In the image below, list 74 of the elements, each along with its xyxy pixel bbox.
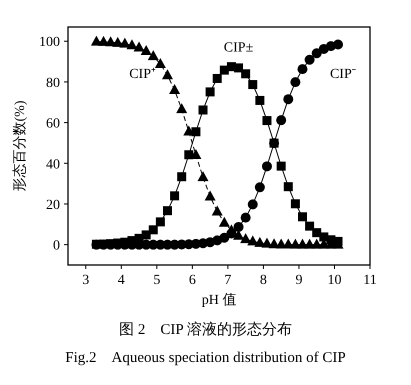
point — [276, 162, 286, 171]
y-tick-label: 80 — [46, 76, 60, 91]
point — [134, 42, 145, 52]
x-axis-title: pH 值 — [202, 292, 236, 308]
series-label: CIP± — [224, 40, 254, 56]
point — [212, 74, 222, 83]
point — [234, 222, 244, 232]
text: 图 2 CIP 溶液的形态分布 — [119, 321, 292, 338]
point — [140, 45, 152, 56]
point — [240, 212, 251, 223]
x-tick-label: 7 — [224, 273, 232, 288]
point — [119, 38, 130, 48]
point — [176, 103, 188, 114]
point — [283, 94, 294, 104]
y-tick-label: 0 — [53, 238, 60, 254]
point — [334, 236, 343, 246]
point — [247, 235, 258, 246]
y-tick-label: 40 — [46, 157, 60, 172]
text: Fig.2 Aqueous speciation distribution of CIP — [65, 350, 346, 366]
x-tick-label: 8 — [260, 273, 267, 288]
point — [170, 191, 180, 200]
point — [156, 217, 165, 226]
point — [305, 222, 314, 231]
point — [204, 190, 216, 200]
point — [333, 39, 344, 50]
point — [298, 212, 307, 222]
point — [198, 105, 208, 114]
point — [219, 232, 230, 243]
point — [262, 161, 272, 172]
x-tick-label: 9 — [295, 273, 302, 288]
series-label: CIP⁻ — [330, 66, 357, 82]
point — [126, 39, 138, 50]
x-tick-label: 5 — [153, 273, 160, 288]
y-tick-label: 100 — [39, 35, 60, 50]
point — [234, 63, 244, 72]
point — [276, 115, 286, 126]
x-tick-label: 10 — [327, 273, 342, 288]
point — [240, 233, 252, 244]
y-axis-title: 形态百分数(%) — [12, 100, 28, 192]
point — [148, 225, 158, 234]
point — [148, 50, 159, 60]
point — [154, 58, 166, 68]
series-label: CIP⁺ — [129, 66, 156, 82]
point — [248, 80, 258, 90]
point — [218, 216, 230, 227]
y-tick-label: 20 — [46, 198, 60, 213]
point — [241, 69, 250, 78]
point — [184, 150, 194, 160]
point — [162, 69, 173, 80]
point — [297, 64, 308, 74]
x-tick-label: 4 — [118, 273, 125, 288]
point — [206, 87, 215, 96]
point — [248, 199, 258, 210]
x-tick-label: 11 — [363, 273, 377, 288]
point — [284, 182, 293, 192]
x-tick-label: 6 — [188, 273, 196, 288]
point — [255, 96, 264, 105]
point — [212, 206, 223, 216]
point — [162, 206, 172, 216]
point — [290, 199, 300, 208]
point — [191, 127, 200, 136]
point — [226, 228, 236, 238]
point — [198, 171, 209, 182]
point — [312, 228, 322, 238]
point — [142, 230, 151, 240]
point — [254, 182, 265, 192]
point — [304, 54, 315, 65]
y-tick-label: 60 — [46, 116, 60, 132]
point — [177, 172, 186, 182]
x-tick-label: 3 — [82, 273, 90, 288]
point — [290, 77, 300, 88]
point — [262, 116, 272, 126]
point — [169, 84, 180, 94]
point — [312, 48, 322, 58]
